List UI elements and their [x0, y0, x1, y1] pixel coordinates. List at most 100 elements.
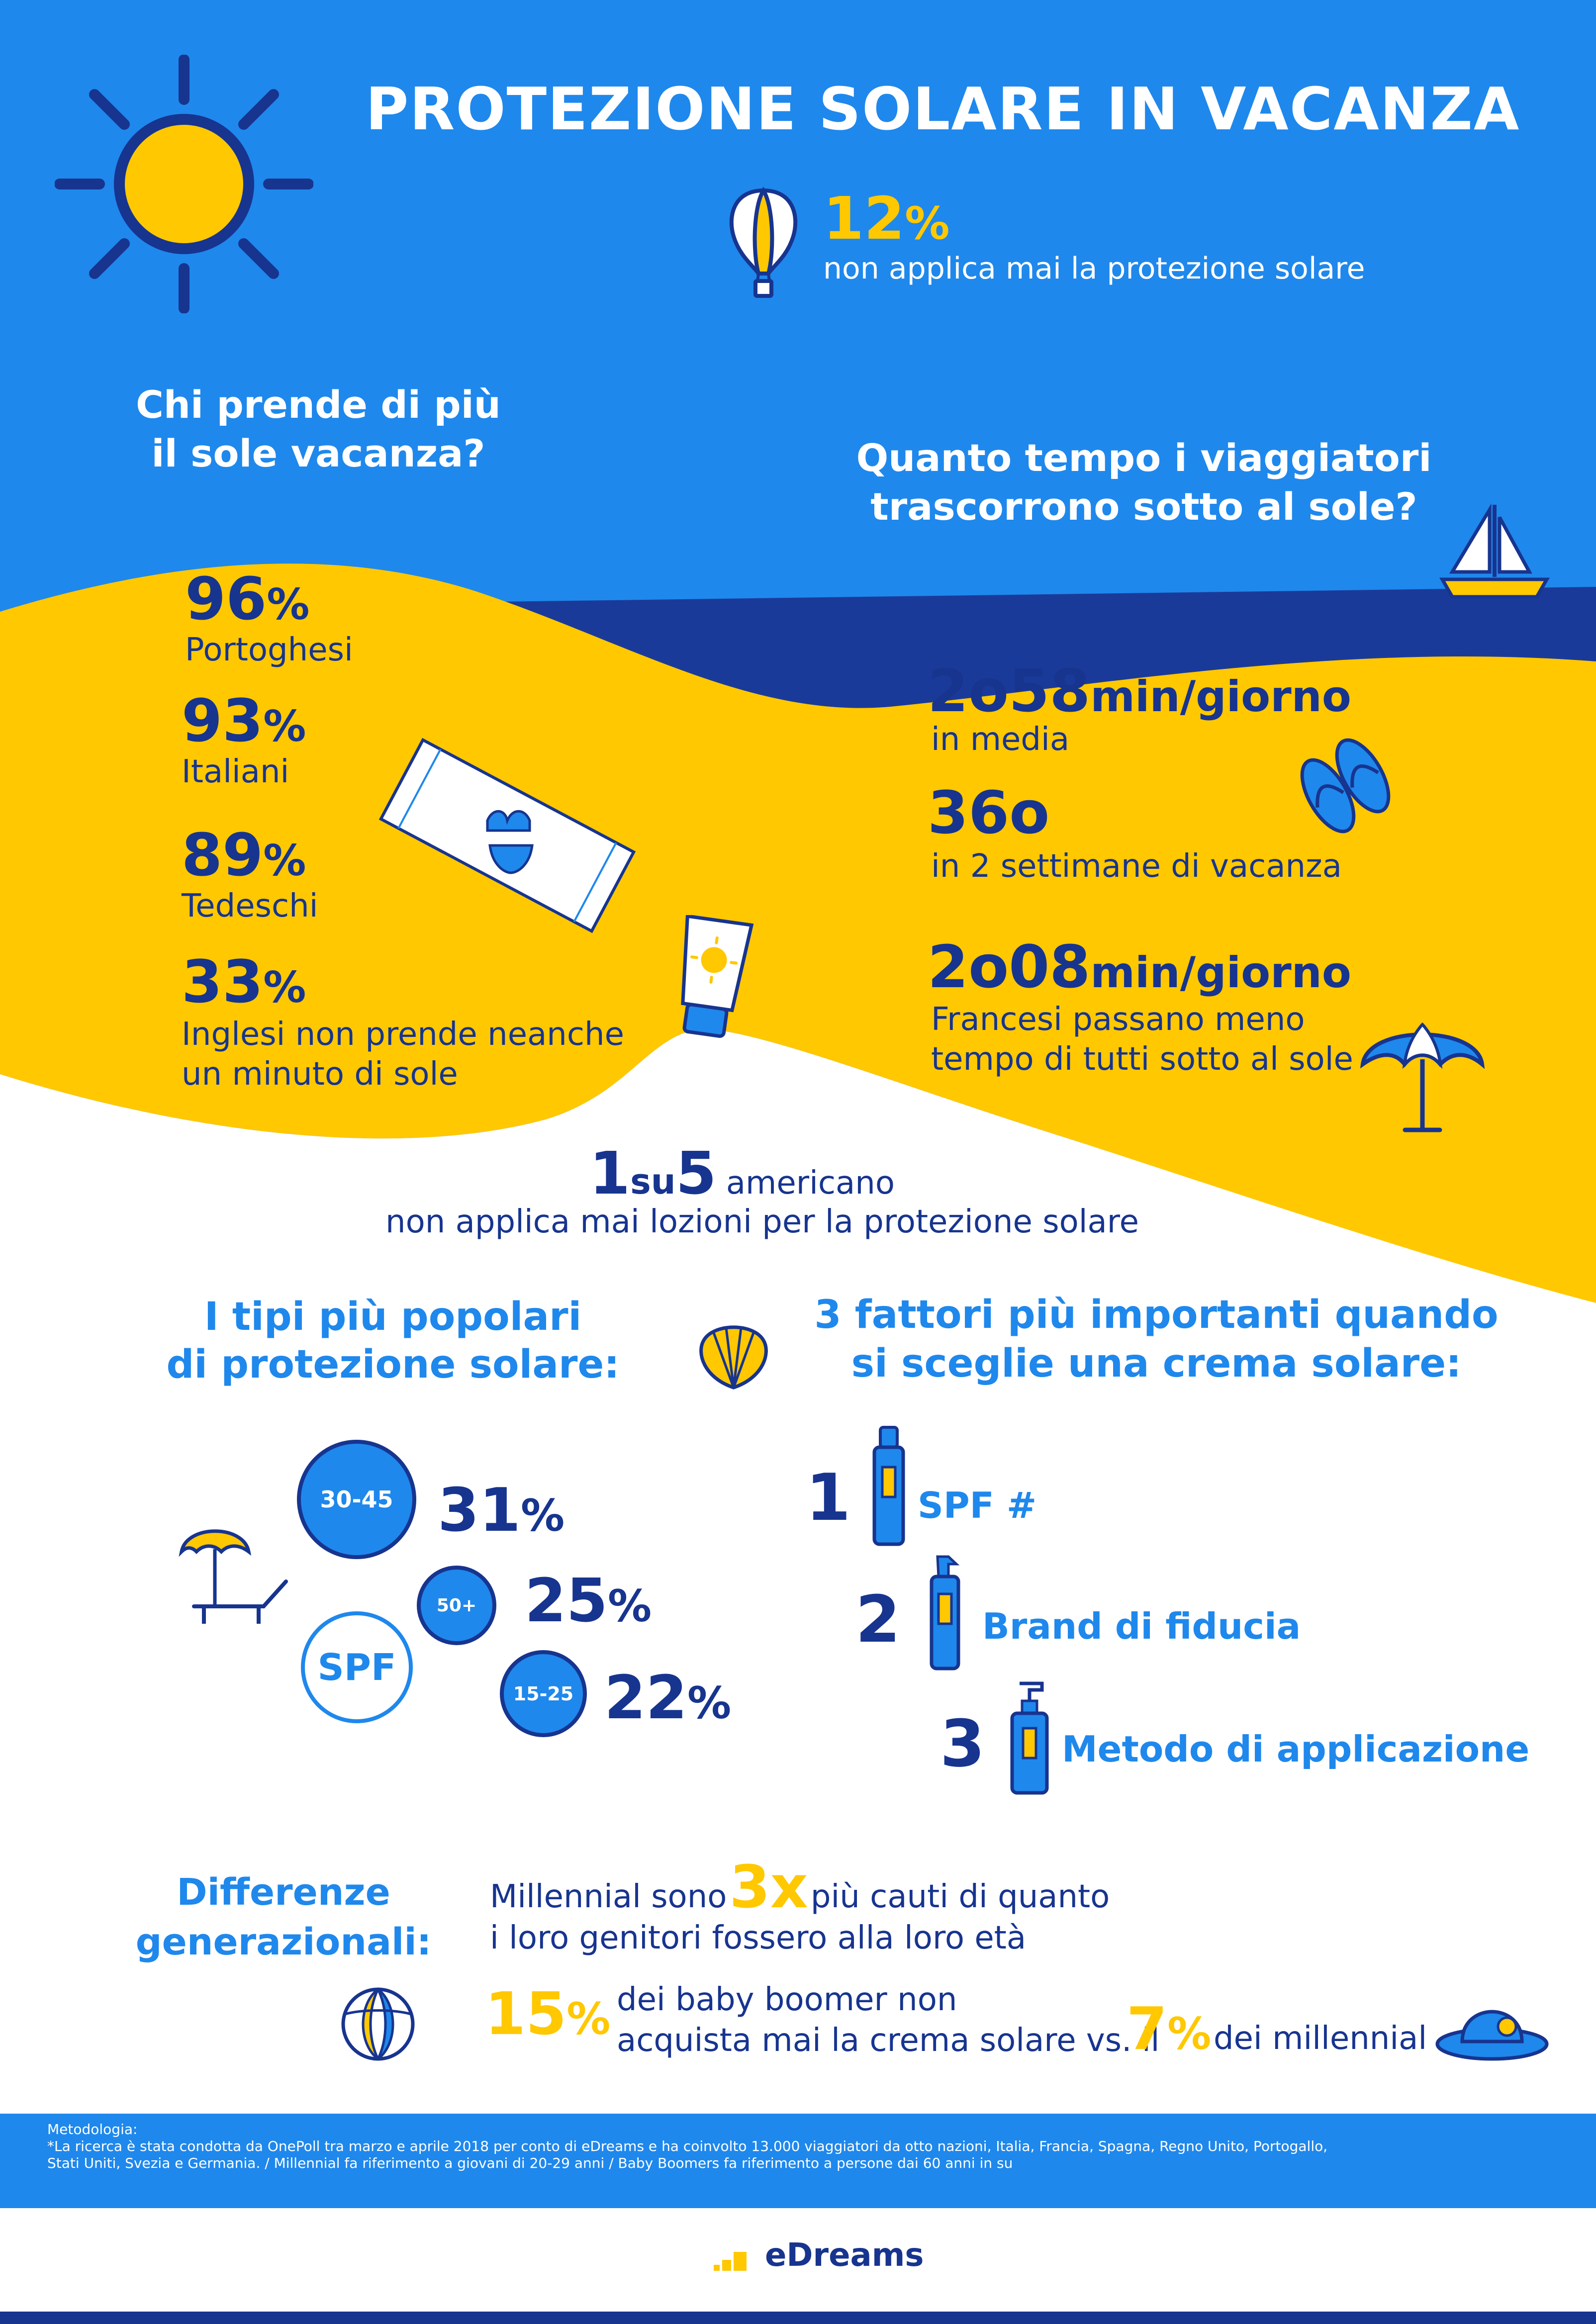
unit: min/giorno [1090, 948, 1351, 998]
factors-heading: 3 fattori più importanti quando si scegl… [796, 1291, 1517, 1388]
beach-ball-icon [341, 1987, 415, 2061]
no-protection-caption: non applica mai la protezione solare [823, 251, 1365, 286]
millennial-cautious-line: Millennial sono 3x più cauti di quanto [490, 1853, 1110, 1921]
sunscreen-bottle-icon [872, 1426, 905, 1546]
logo-mark-icon [714, 2252, 747, 2271]
time-two-weeks-caption: in 2 settimane di vacanza [931, 848, 1342, 885]
unit: min/giorno [1090, 672, 1351, 722]
unit: % [521, 1490, 565, 1541]
value: 15 [485, 1979, 567, 2048]
value: 22 [604, 1664, 687, 1733]
heading-line: il sole vacanza? [151, 431, 485, 475]
factor-rank-3: 3 [940, 1706, 985, 1781]
factor-rank-2: 2 [855, 1581, 901, 1657]
beach-towel-icon [378, 738, 636, 933]
types-heading: I tipi più popolari di protezione solare… [134, 1293, 652, 1389]
unit: % [267, 580, 310, 630]
time-average-value: 2o58min/giorno [928, 656, 1351, 725]
flip-flops-icon [1300, 738, 1391, 834]
unit: % [566, 1993, 611, 2045]
spf-label-circle: SPF [301, 1611, 413, 1723]
stat-portoghesi-label: Portoghesi [185, 632, 353, 668]
unit: % [608, 1580, 652, 1632]
generations-heading: Differenze generazionali: [119, 1867, 448, 1967]
beach-chair-icon [179, 1529, 288, 1624]
sunscreen-tube-icon [681, 915, 753, 1038]
value: 93 [182, 686, 264, 755]
sun-icon [55, 55, 313, 313]
no-protection-stat: 12% [823, 184, 949, 253]
num2: 5 [675, 1139, 717, 1208]
stat-tedeschi-value: 89% [182, 821, 306, 889]
heading-line: Differenze [177, 1871, 390, 1914]
text: Millennial sono [490, 1878, 727, 1915]
heading-line: si sceglie una crema solare: [851, 1341, 1462, 1386]
heading-line: di protezione solare: [166, 1342, 620, 1387]
heading-line: trascorrono sotto al sole? [870, 484, 1417, 529]
time-two-weeks-value: 36o [928, 778, 1050, 847]
factor-label-1: SPF # [918, 1485, 1037, 1526]
caption-line: Francesi passano meno [931, 1001, 1305, 1038]
heading-line: Chi prende di più [136, 382, 501, 427]
time-french-caption: Francesi passano meno tempo di tutti sot… [931, 1000, 1353, 1079]
sun-hat-icon [1435, 2010, 1549, 2061]
logo-text: eDreams [765, 2237, 924, 2274]
spf-50-circle: 50+ [417, 1566, 496, 1645]
factor-label-3: Metodo di applicazione [1062, 1728, 1530, 1770]
hot-air-balloon-icon [729, 186, 798, 298]
factor-label-2: Brand di fiducia [982, 1605, 1301, 1647]
unit: % [1167, 2008, 1212, 2059]
stat-value: 12 [823, 184, 905, 253]
caption-line: dei baby boomer non [617, 1981, 957, 2018]
methodology-line: Stati Uniti, Svezia e Germania. / Millen… [47, 2155, 1013, 2171]
stat-unit: % [905, 197, 950, 250]
heading-line: 3 fattori più importanti quando [814, 1293, 1499, 1337]
time-in-sun-heading: Quanto tempo i viaggiatori trascorrono s… [845, 434, 1442, 531]
beach-umbrella-icon [1360, 1022, 1485, 1132]
spray-bottle-icon [930, 1555, 960, 1671]
heading-line: I tipi più popolari [204, 1295, 582, 1339]
num1: 1 [589, 1139, 631, 1208]
stat-inglesi-label: Inglesi non prende neanche un minuto di … [182, 1015, 624, 1094]
value: 31 [438, 1476, 521, 1545]
spf-30-45-circle: 30-45 [297, 1440, 416, 1559]
factor-rank-1: 1 [806, 1460, 851, 1535]
spf-15-25-circle: 15-25 [500, 1650, 587, 1737]
time-average-caption: in media [931, 721, 1070, 758]
unit: % [687, 1677, 732, 1729]
unit: % [263, 963, 306, 1013]
heading-line: generazionali: [135, 1921, 432, 1963]
methodology-band [0, 2114, 1596, 2208]
stat-italiani-label: Italiani [182, 753, 289, 790]
methodology-heading: Metodologia: [47, 2121, 138, 2138]
pump-bottle-icon [1010, 1681, 1049, 1795]
su: su [630, 1161, 676, 1202]
stat-inglesi-value: 33% [182, 947, 306, 1016]
multiplier-value: 3x [729, 1853, 808, 1921]
bikini-icon [486, 810, 534, 874]
time-french-value: 2o08min/giorno [928, 932, 1351, 1001]
stat-tedeschi-label: Tedeschi [182, 888, 318, 925]
heading-line: Quanto tempo i viaggiatori [856, 436, 1432, 480]
edreams-logo[interactable]: eDreams [711, 2238, 924, 2273]
value: 2o08 [928, 932, 1091, 1001]
millennial-cautious-line2: i loro genitori fossero alla loro età [490, 1920, 1027, 1956]
millennial-caption: dei millennial [1214, 2020, 1427, 2057]
value: 96 [185, 564, 267, 633]
label-line: un minuto di sole [182, 1056, 458, 1093]
boomer-stat-value: 15% [485, 1979, 610, 2048]
unit: % [263, 836, 306, 886]
seashell-icon [699, 1325, 768, 1390]
americans-caption: non applica mai lozioni per la protezion… [385, 1204, 1139, 1240]
value: 33 [182, 947, 264, 1016]
caption-line: acquista mai la crema solare vs. il [617, 2022, 1160, 2059]
boomer-caption: dei baby boomer non acquista mai la crem… [617, 1979, 1159, 2061]
americans-stat: 1su5 americano [589, 1139, 895, 1208]
sailboat-icon [1439, 503, 1550, 599]
who-tans-heading: Chi prende di più il sole vacanza? [0, 380, 637, 478]
value: 2o58 [928, 656, 1091, 725]
word: americano [726, 1165, 895, 1202]
unit: % [263, 702, 306, 751]
